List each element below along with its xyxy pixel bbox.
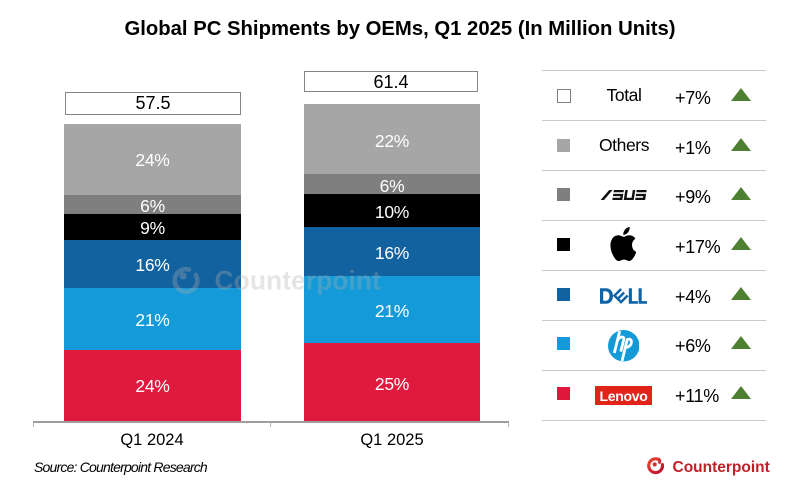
svg-text:Counterpoint: Counterpoint <box>215 266 381 296</box>
svg-text:Counterpoint: Counterpoint <box>672 459 769 476</box>
